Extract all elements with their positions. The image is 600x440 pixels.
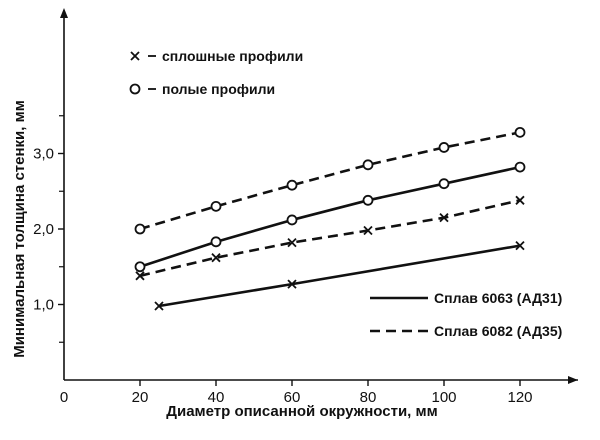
legend-label: сплошные профили — [162, 48, 303, 64]
y-tick-label: 3,0 — [33, 146, 54, 163]
y-tick-label: 1,0 — [33, 297, 54, 314]
data-point-6082-solid — [211, 253, 221, 263]
data-point-6082-hollow — [438, 142, 450, 153]
data-point-6082-hollow — [286, 179, 298, 191]
data-point-6082-solid — [135, 271, 145, 281]
x-tick-label: 40 — [208, 389, 225, 406]
data-point-6063-solid — [154, 301, 164, 311]
data-point-6082-solid — [439, 213, 449, 223]
legend-label: полые профили — [162, 81, 275, 97]
y-tick-label: 2,0 — [33, 221, 54, 238]
data-point-6063-hollow — [514, 161, 526, 173]
legend-line-label: Сплав 6082 (АД35) — [434, 323, 562, 339]
y-axis-title: Минимальная толщина стенки, мм — [11, 100, 28, 358]
data-point-6082-solid — [515, 195, 525, 205]
x-tick-label: 100 — [431, 389, 456, 406]
data-point-6082-solid — [363, 225, 373, 236]
legend-marker-circle — [129, 83, 141, 95]
y-axis-arrow — [60, 8, 68, 18]
data-point-6063-hollow — [286, 214, 298, 226]
data-point-6082-hollow — [134, 223, 146, 235]
legend-marker-x — [130, 51, 140, 61]
data-point-6063-hollow — [210, 236, 222, 248]
data-point-6063-hollow — [438, 178, 450, 190]
x-tick-label: 20 — [132, 389, 149, 406]
x-tick-label: 120 — [507, 389, 532, 406]
series-line-6082-hollow — [139, 131, 521, 231]
series-line-6063-hollow — [139, 165, 521, 268]
data-point-6063-solid — [287, 279, 297, 289]
data-point-6063-solid — [515, 240, 525, 251]
data-point-6082-hollow — [362, 159, 374, 171]
x-tick-label: 60 — [284, 389, 301, 406]
data-point-6082-hollow — [514, 126, 526, 138]
data-point-6082-hollow — [210, 200, 222, 212]
data-point-6063-hollow — [134, 261, 146, 273]
data-point-6063-hollow — [362, 194, 374, 206]
data-point-6082-solid — [287, 237, 297, 248]
legend-line-label: Сплав 6063 (АД31) — [434, 290, 562, 306]
x-tick-label: 80 — [360, 389, 377, 406]
x-axis-arrow — [568, 376, 578, 384]
x-tick-label: 0 — [60, 389, 68, 406]
series-line-6082-solid — [139, 199, 521, 278]
x-axis-title: Диаметр описанной окружности, мм — [166, 403, 437, 420]
